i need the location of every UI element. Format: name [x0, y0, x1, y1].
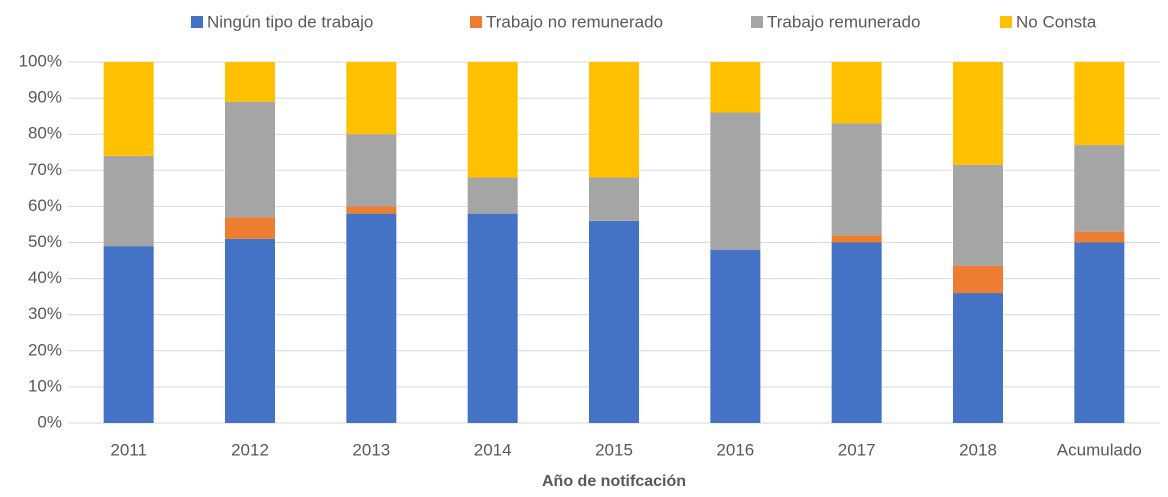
bar-segment — [953, 293, 1003, 423]
y-tick-label: 10% — [28, 376, 62, 395]
x-tick-label: 2015 — [595, 440, 633, 459]
bar-segment — [467, 213, 518, 423]
bar-segment — [589, 62, 639, 178]
bar-segment — [103, 246, 154, 423]
y-tick-label: 50% — [28, 232, 62, 251]
x-tick-label: 2016 — [716, 440, 754, 459]
bar-segment — [831, 242, 882, 423]
y-tick-label: 40% — [28, 268, 62, 287]
bar-segment — [225, 238, 275, 423]
bar-segment — [953, 62, 1003, 165]
bar-segment — [346, 213, 397, 423]
y-tick-label: 100% — [19, 51, 62, 70]
bar-segment — [225, 101, 275, 218]
bar-segment — [225, 62, 275, 102]
bar-segment — [831, 62, 882, 124]
bar-segment — [346, 206, 397, 214]
bar-segment — [1074, 231, 1125, 243]
bar-segment — [1074, 62, 1125, 146]
x-tick-label: 2014 — [474, 440, 512, 459]
x-tick-label: 2012 — [231, 440, 269, 459]
bar-segment — [346, 134, 397, 207]
bar-segment — [953, 164, 1003, 266]
y-tick-label: 90% — [28, 88, 62, 107]
bar-segment — [103, 155, 154, 247]
bar-segment — [710, 249, 761, 423]
x-axis-label: Año de notifcación — [542, 473, 686, 490]
legend-swatch — [470, 16, 482, 28]
legend-label: Trabajo no remunerado — [486, 12, 663, 31]
bar-segment — [710, 62, 761, 113]
x-tick-label: 2013 — [352, 440, 390, 459]
bar-segment — [225, 217, 275, 239]
bar-segment — [710, 112, 761, 250]
legend-swatch — [191, 16, 203, 28]
y-tick-label: 0% — [37, 412, 62, 431]
legend-swatch — [1000, 16, 1012, 28]
x-tick-label: Acumulado — [1057, 440, 1142, 459]
y-tick-label: 20% — [28, 340, 62, 359]
legend-label: Trabajo remunerado — [767, 12, 920, 31]
bar-segment — [831, 123, 882, 236]
bar-segment — [1074, 145, 1125, 232]
bar-segment — [467, 177, 518, 214]
bar-segment — [103, 62, 154, 156]
y-tick-label: 70% — [28, 160, 62, 179]
x-tick-label: 2017 — [838, 440, 876, 459]
y-tick-label: 80% — [28, 124, 62, 143]
bar-segment — [953, 265, 1003, 294]
bar-segment — [831, 235, 882, 243]
bar-segment — [346, 62, 397, 135]
legend-label: No Consta — [1016, 12, 1097, 31]
x-tick-label: 2011 — [110, 440, 147, 459]
legend-swatch — [751, 16, 763, 28]
bar-segment — [467, 62, 518, 178]
bar-segment — [589, 177, 639, 221]
bar-segment — [1074, 242, 1125, 423]
bar-segment — [589, 220, 639, 423]
y-tick-label: 30% — [28, 304, 62, 323]
x-tick-label: 2018 — [959, 440, 997, 459]
y-tick-label: 60% — [28, 196, 62, 215]
legend-label: Ningún tipo de trabajo — [207, 12, 373, 31]
